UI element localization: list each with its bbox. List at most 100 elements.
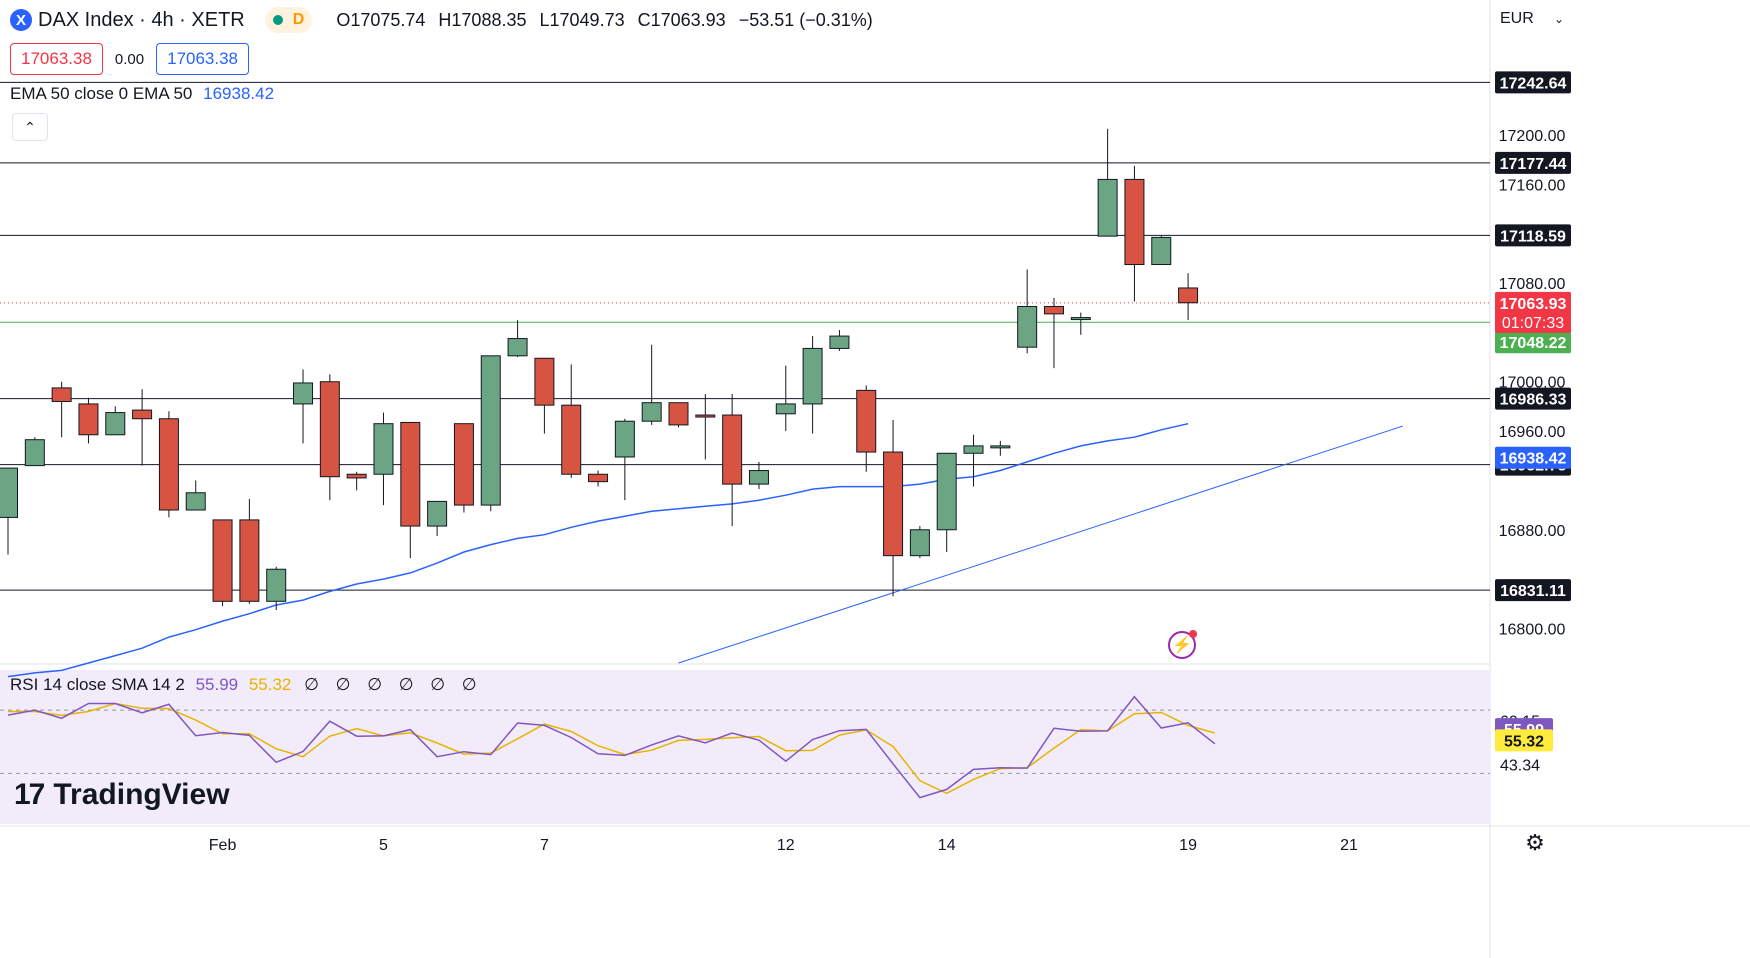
- level-price-tag: 17242.64: [1500, 75, 1567, 92]
- current-price-tag-bg: [1495, 291, 1571, 333]
- candle-body: [668, 402, 689, 426]
- time-axis-tick-label: 21: [1340, 837, 1358, 854]
- tradingview-logo-icon: 17: [14, 778, 45, 811]
- rsi-legend-empty-values: ∅ ∅ ∅ ∅ ∅ ∅: [304, 675, 483, 694]
- level-price-tag-bg: [1495, 151, 1571, 174]
- price-axis-tick-label: 16960.00: [1499, 424, 1566, 441]
- rsi-background-band: [0, 670, 1490, 824]
- currency-value: EUR: [1500, 10, 1534, 27]
- countdown-timer: 01:07:33: [1502, 315, 1564, 332]
- symbol-icon[interactable]: X: [10, 9, 32, 31]
- candle-body: [990, 445, 1011, 449]
- level-price-tag-bg: [1495, 71, 1571, 94]
- candle-body: [534, 357, 555, 406]
- ema-price-tag: 16938.42: [1500, 451, 1567, 468]
- price-axis-tick-label: 17200.00: [1499, 128, 1566, 145]
- candle-body: [453, 423, 474, 506]
- candle-body: [480, 355, 501, 506]
- ohlc-open: O17075.74: [336, 9, 426, 30]
- ohlc-readout: O17075.74 H17088.35 L17049.73 C17063.93 …: [336, 10, 881, 31]
- tradingview-watermark: 17 TradingView: [14, 778, 230, 812]
- symbol-title[interactable]: DAX Index · 4h · XETR: [38, 8, 245, 31]
- time-axis-tick-label: Feb: [209, 837, 237, 854]
- candle-body: [748, 470, 769, 485]
- time-axis-tick-label: 14: [938, 837, 956, 854]
- time-axis-tick-label: 5: [379, 837, 388, 854]
- level-price-tag-bg: [1495, 387, 1571, 410]
- candle-body: [1124, 178, 1145, 266]
- ema-legend[interactable]: EMA 50 close 0 EMA 50 16938.42: [10, 84, 274, 104]
- chevron-up-icon: ⌃: [24, 118, 36, 135]
- level-price-tag: 16986.33: [1500, 392, 1567, 409]
- green-level-price-tag-bg: [1495, 331, 1571, 354]
- level-price-tag-bg: [1495, 224, 1571, 247]
- lightning-alert-icon[interactable]: ⚡: [1168, 630, 1197, 659]
- level-price-tag: 17118.59: [1500, 228, 1566, 245]
- rsi-legend[interactable]: RSI 14 close SMA 14 2 55.99 55.32 ∅ ∅ ∅ …: [10, 675, 483, 695]
- candle-body: [0, 467, 18, 518]
- trade-panel: 17063.38 0.00 17063.38: [10, 43, 250, 75]
- candle-body: [588, 473, 609, 483]
- buy-price-button[interactable]: 17063.38: [156, 43, 250, 75]
- rsi-legend-value: 55.99: [195, 675, 239, 694]
- rsi-line: [7, 695, 1216, 799]
- current-price-tag: 17063.93: [1500, 296, 1567, 313]
- time-axis-tick-label: 7: [540, 837, 549, 854]
- chevron-down-icon: ⌄: [1553, 12, 1564, 26]
- candle-body: [883, 451, 904, 557]
- candle-body: [105, 412, 126, 436]
- candle-body: [507, 338, 528, 357]
- candle-body: [1097, 178, 1118, 237]
- candle-body: [400, 421, 421, 527]
- candle-body: [293, 382, 314, 405]
- candle-body: [963, 445, 984, 454]
- settings-gear-icon[interactable]: ⚙: [1525, 830, 1545, 855]
- candle-body: [909, 529, 930, 557]
- candle-body: [212, 519, 233, 602]
- candle-body: [427, 500, 448, 527]
- trendline: [678, 425, 1403, 664]
- candle-body: [802, 347, 823, 405]
- ohlc-low: L17049.73: [539, 9, 625, 30]
- candle-body: [24, 439, 45, 467]
- candle-body: [158, 418, 179, 511]
- candle-body: [51, 387, 72, 402]
- level-price-tag: 16831.11: [1500, 583, 1566, 600]
- candle-body: [1017, 305, 1038, 348]
- ema-legend-label: EMA 50 close 0 EMA 50: [10, 84, 193, 103]
- rsi-sma-value-tag: 55.32: [1504, 733, 1544, 750]
- sell-price-button[interactable]: 17063.38: [10, 43, 103, 75]
- notification-dot: [1189, 630, 1197, 638]
- collapse-legend-button[interactable]: ⌃: [12, 113, 48, 141]
- rsi-axis-tick-label: 43.34: [1500, 758, 1540, 775]
- green-level-price-tag: 17048.22: [1500, 335, 1567, 352]
- spread-value: 0.00: [114, 50, 145, 68]
- candle-body: [775, 403, 796, 415]
- level-price-tag: 17177.44: [1500, 156, 1567, 173]
- market-status-pill[interactable]: D: [264, 7, 313, 33]
- ohlc-change: −53.51 (−0.31%): [738, 9, 873, 30]
- candle-body: [346, 473, 367, 479]
- candle-body: [722, 414, 743, 485]
- candle-body: [695, 414, 716, 418]
- level-price-tag-bg: [1495, 579, 1571, 602]
- candle-body: [239, 519, 260, 602]
- ohlc-high: H17088.35: [438, 9, 527, 30]
- price-axis-tick-label: 17160.00: [1499, 177, 1566, 194]
- time-axis-tick-label: 12: [777, 837, 795, 854]
- ema-50-line: [7, 422, 1189, 678]
- candle-body: [614, 420, 635, 458]
- candle-body: [1043, 305, 1064, 315]
- candle-body: [373, 423, 394, 475]
- price-axis-tick-label: 17080.00: [1499, 276, 1566, 293]
- brand-name: TradingView: [53, 778, 230, 811]
- currency-select[interactable]: EUR ⌄: [1490, 0, 1568, 38]
- candle-body: [856, 389, 877, 453]
- candle-body: [319, 381, 340, 478]
- candle-body: [641, 402, 662, 422]
- candle-body: [1151, 236, 1172, 266]
- price-axis-tick-label: 16800.00: [1499, 621, 1566, 638]
- market-open-dot-icon: [272, 15, 283, 25]
- price-axis-tick-label: 17000.00: [1499, 375, 1566, 392]
